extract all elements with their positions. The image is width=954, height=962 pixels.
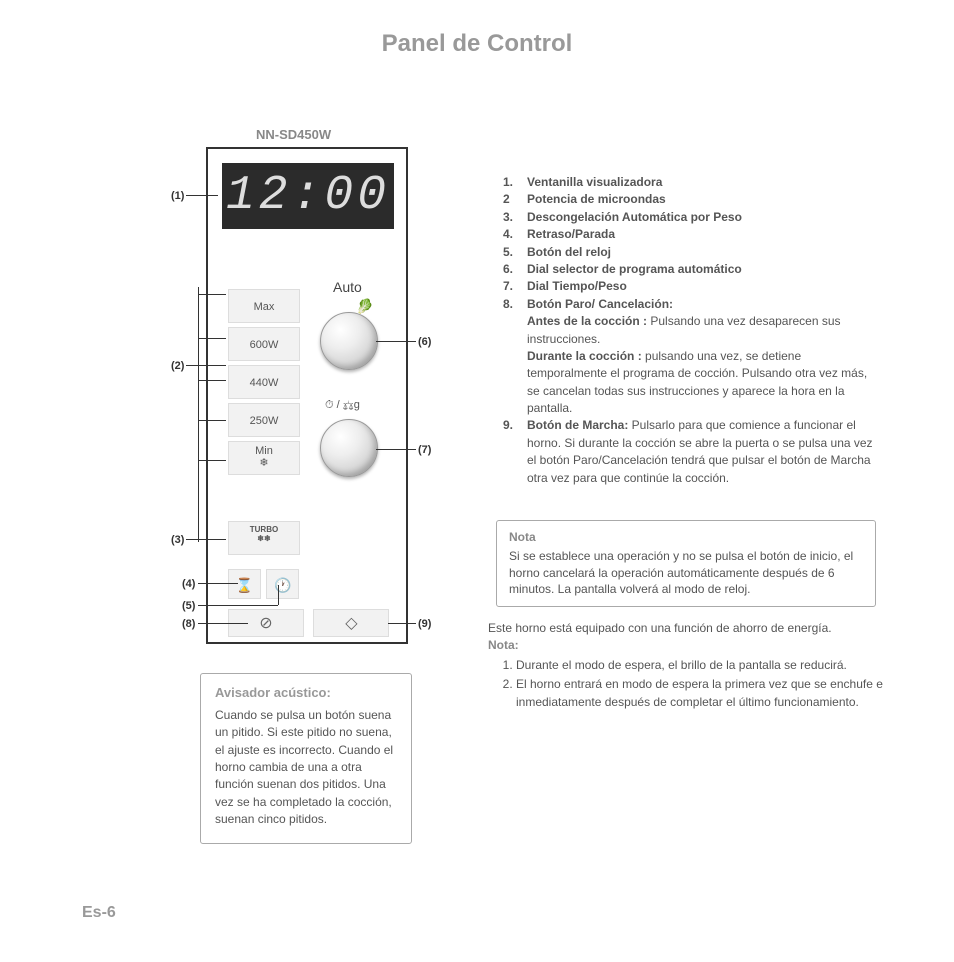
veg-icon: 🥬 (356, 298, 373, 315)
power-buttons-column: Max 600W 440W 250W Min❄ (228, 289, 300, 479)
energy-item-1: Durante el modo de espera, el brillo de … (516, 657, 883, 674)
delay-button[interactable]: ⌛ (228, 569, 261, 599)
bottom-buttons-row: ⊘ ◇ (228, 609, 395, 637)
leader-line (198, 583, 238, 584)
turbo-defrost-button[interactable]: TURBO ❄❄ (228, 521, 300, 555)
power-max-button[interactable]: Max (228, 289, 300, 323)
turbo-label: TURBO (250, 525, 278, 534)
start-button[interactable]: ◇ (313, 609, 389, 637)
leader-line (198, 460, 226, 461)
leader-line (376, 449, 416, 450)
page-number: Es-6 (82, 904, 116, 922)
leader-line (186, 365, 226, 366)
leader-line (198, 338, 226, 339)
power-min-button[interactable]: Min❄ (228, 441, 300, 475)
acoustic-box: Avisador acústico: Cuando se pulsa un bo… (200, 673, 412, 844)
turbo-icon: ❄❄ (257, 534, 270, 543)
nota-text: Si se establece una operación y no se pu… (509, 548, 863, 598)
nota-title: Nota (509, 529, 863, 546)
energy-saving-text: Este horno está equipado con una función… (488, 620, 883, 713)
leader-line (198, 380, 226, 381)
leader-line (198, 287, 199, 542)
power-600w-button[interactable]: 600W (228, 327, 300, 361)
leader-line (376, 341, 416, 342)
energy-item-2: El horno entrará en modo de espera la pr… (516, 676, 883, 711)
callout-6: (6) (418, 336, 431, 348)
callout-2: (2) (171, 360, 184, 372)
auto-program-dial[interactable] (320, 312, 378, 370)
acoustic-title: Avisador acústico: (215, 684, 397, 703)
clock-weight-label: ⏱ / ⚖g (325, 399, 360, 412)
time-weight-dial[interactable] (320, 419, 378, 477)
leader-line (198, 420, 226, 421)
callout-9: (9) (418, 618, 431, 630)
power-250w-button[interactable]: 250W (228, 403, 300, 437)
parts-description-list: 1.Ventanilla visualizadora 2Potencia de … (503, 174, 873, 487)
page-title: Panel de Control (0, 30, 954, 58)
callout-7: (7) (418, 444, 431, 456)
energy-nota-label: Nota: (488, 637, 883, 654)
auto-label: Auto (333, 279, 362, 295)
acoustic-text: Cuando se pulsa un botón suena un pitido… (215, 707, 397, 829)
display-window: 12:00 (222, 163, 394, 229)
callout-4: (4) (182, 578, 195, 590)
control-panel: 12:00 Max 600W 440W 250W Min❄ TURBO ❄❄ A… (206, 147, 408, 644)
leader-line (198, 294, 226, 295)
power-440w-button[interactable]: 440W (228, 365, 300, 399)
energy-intro: Este horno está equipado con una función… (488, 620, 883, 637)
leader-line (198, 623, 248, 624)
clock-button[interactable]: 🕐 (266, 569, 299, 599)
nota-box: Nota Si se establece una operación y no … (496, 520, 876, 607)
leader-line (186, 539, 226, 540)
callout-1: (1) (171, 190, 184, 202)
callout-8: (8) (182, 618, 195, 630)
small-buttons-row: ⌛ 🕐 (228, 569, 301, 599)
leader-line (278, 585, 279, 605)
leader-line (198, 605, 278, 606)
leader-line (388, 623, 416, 624)
callout-5: (5) (182, 600, 195, 612)
leader-line (186, 195, 218, 196)
callout-3: (3) (171, 534, 184, 546)
model-label: NN-SD450W (256, 127, 331, 142)
